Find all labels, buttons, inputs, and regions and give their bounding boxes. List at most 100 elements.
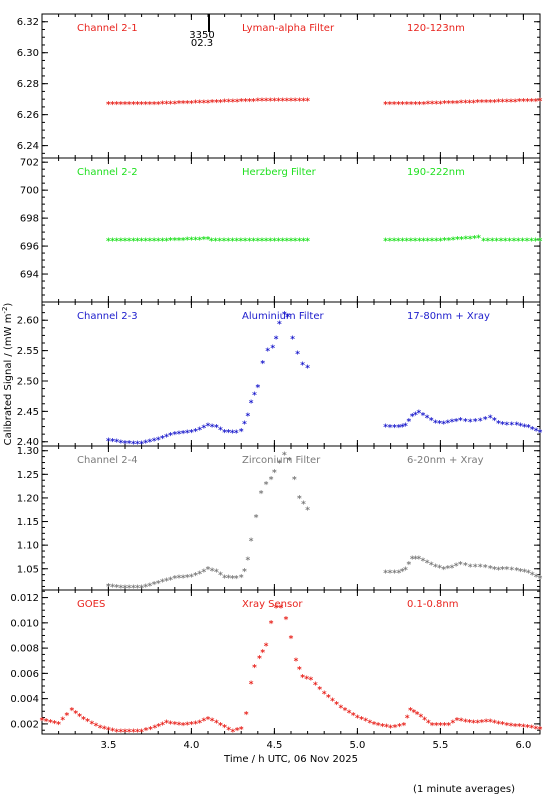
data-point: * xyxy=(85,718,90,728)
data-point: * xyxy=(148,725,153,735)
data-point: * xyxy=(392,100,397,110)
data-point: * xyxy=(106,437,111,447)
data-point: * xyxy=(164,100,169,110)
data-point: * xyxy=(172,237,177,247)
data-point: * xyxy=(301,97,306,107)
data-point: * xyxy=(421,237,426,247)
data-point: * xyxy=(480,99,485,109)
data-point: * xyxy=(400,100,405,110)
y-tick-label: 1.20 xyxy=(17,493,39,504)
data-point: * xyxy=(135,100,140,110)
data-point: * xyxy=(185,573,190,583)
data-point: * xyxy=(127,440,132,450)
data-point: * xyxy=(143,100,148,110)
data-point: * xyxy=(177,430,182,440)
data-point: * xyxy=(416,409,421,419)
data-point: * xyxy=(181,236,186,246)
data-point: * xyxy=(168,720,173,730)
panel-1: 6.24 6.26 6.28 6.30 6.32 Channel 2-1 Lyman-alp… xyxy=(17,13,543,159)
data-point: * xyxy=(433,563,438,573)
data-point: * xyxy=(247,97,252,107)
data-point: * xyxy=(473,418,478,428)
data-point: * xyxy=(48,719,53,729)
data-point: * xyxy=(201,717,206,727)
data-point: * xyxy=(264,97,269,107)
data-point: * xyxy=(472,235,477,245)
data-point: * xyxy=(409,237,414,247)
data-point: * xyxy=(525,724,530,734)
data-point: * xyxy=(309,676,314,686)
data-point: * xyxy=(359,716,364,726)
data-point: * xyxy=(483,564,488,574)
data-point: * xyxy=(297,237,302,247)
data-point: * xyxy=(131,237,136,247)
data-point: * xyxy=(397,569,402,579)
data-point: * xyxy=(189,429,194,439)
data-point: * xyxy=(131,728,136,738)
data-point: * xyxy=(468,235,473,245)
x-tick-label: 4.5 xyxy=(266,740,282,751)
data-point: * xyxy=(529,724,534,734)
data-point: * xyxy=(481,237,486,247)
data-point: * xyxy=(164,577,169,587)
data-point: * xyxy=(189,236,194,246)
data-point: * xyxy=(538,429,543,439)
data-point: * xyxy=(222,98,227,108)
data-point: * xyxy=(492,417,497,427)
data-point: * xyxy=(504,722,509,732)
data-point: * xyxy=(160,721,165,731)
data-point: * xyxy=(442,100,447,110)
data-point: * xyxy=(503,237,508,247)
data-point: * xyxy=(471,719,476,729)
data-point: * xyxy=(392,237,397,247)
panel-filter-label: Herzberg Filter xyxy=(242,167,317,178)
data-point: * xyxy=(239,237,244,247)
data-point: * xyxy=(438,237,443,247)
y-tick-label: 6.32 xyxy=(17,17,39,28)
data-point: * xyxy=(383,100,388,110)
y-tick-label: 1.05 xyxy=(17,564,39,575)
data-point: * xyxy=(244,710,249,720)
data-point: * xyxy=(437,419,442,429)
data-point: * xyxy=(383,569,388,579)
panel-5: 0.002 0.004 0.006 0.008 0.010 0.012 GOES Xray S… xyxy=(10,589,543,738)
y-axis-label-superscript: -2 xyxy=(1,307,9,314)
orbit-marker: 3350 02.3 xyxy=(189,14,215,49)
data-point: * xyxy=(434,237,439,247)
data-point: * xyxy=(421,557,426,567)
data-point: * xyxy=(106,583,111,593)
data-point: * xyxy=(476,234,481,244)
data-point: * xyxy=(492,98,497,108)
data-point: * xyxy=(475,99,480,109)
data-point: * xyxy=(118,584,123,594)
panel-channel-label: Channel 2-2 xyxy=(77,167,138,178)
data-point: * xyxy=(297,494,302,504)
data-point: * xyxy=(522,568,527,578)
data-point: * xyxy=(450,99,455,109)
data-point: * xyxy=(274,604,279,614)
data-point: * xyxy=(185,429,190,439)
data-point: * xyxy=(492,565,497,575)
series-points: ****************************************… xyxy=(106,311,543,450)
data-point: * xyxy=(525,98,530,108)
data-point: * xyxy=(496,419,501,429)
y-tick-label: 6.24 xyxy=(17,141,39,152)
data-point: * xyxy=(268,97,273,107)
data-point: * xyxy=(429,416,434,426)
data-point: * xyxy=(392,569,397,579)
data-point: * xyxy=(526,424,531,434)
y-axis-label-close: ) xyxy=(3,303,14,307)
data-point: * xyxy=(297,665,302,675)
data-point: * xyxy=(127,584,132,594)
data-point: * xyxy=(148,438,153,448)
data-point: * xyxy=(534,573,539,583)
data-point: * xyxy=(260,648,265,658)
data-point: * xyxy=(446,100,451,110)
data-point: * xyxy=(388,724,393,734)
data-point: * xyxy=(334,701,339,711)
data-point: * xyxy=(274,335,279,345)
data-point: * xyxy=(110,237,115,247)
data-point: * xyxy=(504,421,509,431)
panel-3: 2.40 2.45 2.50 2.55 2.60 Channel 2-3 Aluminium… xyxy=(17,301,543,450)
data-point: * xyxy=(264,480,269,490)
